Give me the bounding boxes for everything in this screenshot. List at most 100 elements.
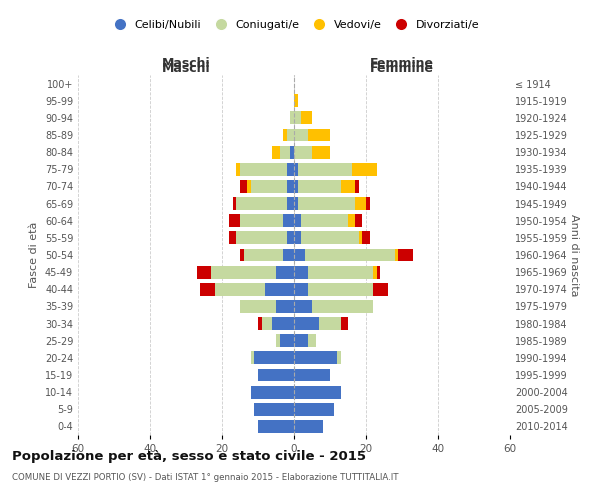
Bar bbox=[362, 232, 370, 244]
Bar bbox=[280, 146, 290, 158]
Bar bbox=[287, 197, 294, 210]
Bar bbox=[240, 180, 247, 193]
Bar bbox=[240, 163, 287, 175]
Bar bbox=[312, 146, 330, 158]
Bar bbox=[290, 112, 294, 124]
Bar bbox=[294, 232, 301, 244]
Bar bbox=[240, 248, 244, 262]
Bar bbox=[294, 112, 301, 124]
Bar bbox=[276, 334, 280, 347]
Bar bbox=[352, 163, 377, 175]
Bar bbox=[262, 317, 272, 330]
Bar bbox=[308, 334, 316, 347]
Bar bbox=[283, 248, 294, 262]
Bar bbox=[258, 420, 294, 433]
Bar bbox=[341, 180, 355, 193]
Bar bbox=[283, 128, 287, 141]
Bar bbox=[395, 248, 398, 262]
Bar bbox=[294, 420, 323, 433]
Bar bbox=[272, 146, 280, 158]
Bar bbox=[240, 214, 283, 227]
Bar bbox=[294, 317, 319, 330]
Bar bbox=[398, 248, 413, 262]
Text: Maschi: Maschi bbox=[161, 62, 211, 75]
Bar bbox=[251, 352, 254, 364]
Bar bbox=[258, 368, 294, 382]
Bar bbox=[244, 248, 283, 262]
Bar bbox=[355, 214, 362, 227]
Bar bbox=[294, 163, 298, 175]
Bar bbox=[294, 403, 334, 415]
Bar bbox=[283, 214, 294, 227]
Bar bbox=[373, 283, 388, 296]
Bar bbox=[294, 248, 305, 262]
Bar bbox=[240, 300, 276, 313]
Bar bbox=[294, 197, 298, 210]
Bar bbox=[258, 317, 262, 330]
Bar bbox=[301, 232, 359, 244]
Text: Maschi: Maschi bbox=[161, 57, 211, 70]
Bar bbox=[197, 266, 211, 278]
Bar bbox=[298, 197, 355, 210]
Bar bbox=[355, 180, 359, 193]
Bar bbox=[236, 197, 287, 210]
Bar bbox=[254, 352, 294, 364]
Bar bbox=[348, 214, 355, 227]
Bar bbox=[233, 197, 236, 210]
Bar bbox=[287, 128, 294, 141]
Bar bbox=[294, 386, 341, 398]
Bar bbox=[247, 180, 251, 193]
Bar bbox=[341, 317, 348, 330]
Bar bbox=[308, 283, 373, 296]
Bar bbox=[294, 146, 312, 158]
Bar bbox=[251, 386, 294, 398]
Text: Femmine: Femmine bbox=[370, 62, 434, 75]
Bar bbox=[276, 266, 294, 278]
Bar bbox=[254, 403, 294, 415]
Bar bbox=[287, 180, 294, 193]
Bar bbox=[236, 232, 287, 244]
Bar bbox=[305, 248, 395, 262]
Bar bbox=[200, 283, 215, 296]
Bar bbox=[355, 197, 366, 210]
Text: Popolazione per età, sesso e stato civile - 2015: Popolazione per età, sesso e stato civil… bbox=[12, 450, 366, 463]
Bar bbox=[298, 180, 341, 193]
Bar bbox=[366, 197, 370, 210]
Bar bbox=[290, 146, 294, 158]
Bar bbox=[312, 300, 373, 313]
Bar bbox=[294, 128, 308, 141]
Bar bbox=[294, 180, 298, 193]
Bar bbox=[337, 352, 341, 364]
Bar bbox=[301, 112, 312, 124]
Bar bbox=[294, 266, 308, 278]
Bar bbox=[301, 214, 348, 227]
Bar bbox=[294, 352, 337, 364]
Bar bbox=[251, 180, 287, 193]
Bar bbox=[280, 334, 294, 347]
Bar bbox=[308, 266, 373, 278]
Bar bbox=[294, 300, 312, 313]
Bar bbox=[294, 283, 308, 296]
Bar bbox=[276, 300, 294, 313]
Y-axis label: Fasce di età: Fasce di età bbox=[29, 222, 39, 288]
Bar bbox=[215, 283, 265, 296]
Bar bbox=[229, 232, 236, 244]
Bar bbox=[294, 334, 308, 347]
Bar bbox=[294, 94, 298, 107]
Text: Femmine: Femmine bbox=[370, 57, 434, 70]
Bar bbox=[294, 214, 301, 227]
Bar bbox=[298, 163, 352, 175]
Bar bbox=[265, 283, 294, 296]
Legend: Celibi/Nubili, Coniugati/e, Vedovi/e, Divorziati/e: Celibi/Nubili, Coniugati/e, Vedovi/e, Di… bbox=[104, 16, 484, 34]
Bar bbox=[272, 317, 294, 330]
Bar bbox=[287, 232, 294, 244]
Bar bbox=[229, 214, 240, 227]
Bar bbox=[308, 128, 330, 141]
Y-axis label: Anni di nascita: Anni di nascita bbox=[569, 214, 579, 296]
Bar bbox=[319, 317, 341, 330]
Bar bbox=[359, 232, 362, 244]
Bar bbox=[377, 266, 380, 278]
Bar bbox=[211, 266, 276, 278]
Bar bbox=[236, 163, 240, 175]
Bar bbox=[373, 266, 377, 278]
